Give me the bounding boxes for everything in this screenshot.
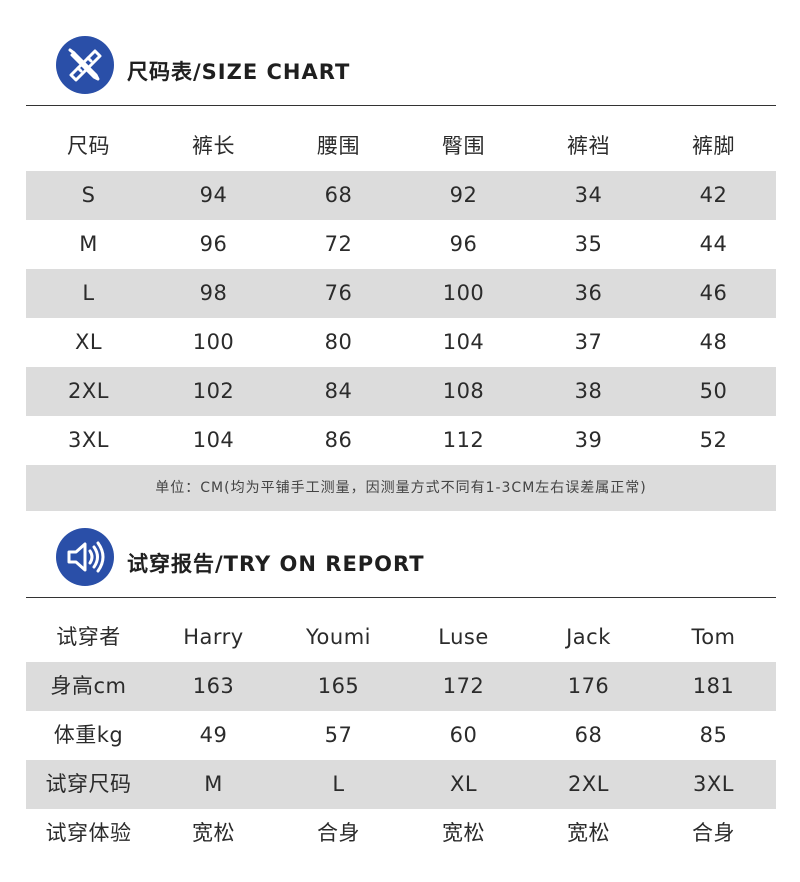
- header-cell: 裤裆: [567, 134, 610, 158]
- header-cell: 臀围: [442, 134, 485, 158]
- table-cell: L: [332, 772, 345, 796]
- size-chart-divider: [26, 105, 776, 106]
- table-cell: 宽松: [442, 821, 485, 845]
- table-cell: 176: [567, 674, 610, 698]
- header-cell: 尺码: [67, 134, 110, 158]
- table-row: 身高cm 163 165 172 176 181: [26, 662, 776, 711]
- measurement-note: 单位：CM(均为平铺手工测量，因测量方式不同有1-3CM左右误差属正常): [155, 480, 647, 496]
- table-cell: 试穿体验: [45, 821, 132, 845]
- size-chart-table: 尺码 裤长 腰围 臀围 裤裆 裤脚 S 94 68 92 34 42 M 96 …: [26, 122, 776, 511]
- table-cell: 100: [442, 281, 485, 305]
- table-cell: 48: [699, 330, 728, 354]
- table-row: XL 100 80 104 37 48: [26, 318, 776, 367]
- table-cell: 34: [574, 183, 603, 207]
- speaker-icon: [56, 528, 114, 586]
- table-row: L 98 76 100 36 46: [26, 269, 776, 318]
- table-cell: 57: [324, 723, 353, 747]
- table-cell: 100: [192, 330, 235, 354]
- table-cell: 86: [324, 428, 353, 452]
- header-cell: 试穿者: [56, 625, 121, 649]
- try-on-divider: [26, 597, 776, 598]
- header-cell: 裤脚: [692, 134, 735, 158]
- table-cell: 102: [192, 379, 235, 403]
- table-row: 3XL 104 86 112 39 52: [26, 416, 776, 465]
- header-cell: 裤长: [192, 134, 235, 158]
- table-cell: 165: [317, 674, 360, 698]
- table-cell: 68: [574, 723, 603, 747]
- table-cell: 96: [449, 232, 478, 256]
- table-cell: 42: [699, 183, 728, 207]
- table-cell: 163: [192, 674, 235, 698]
- table-cell: 76: [324, 281, 353, 305]
- table-row: 体重kg 49 57 60 68 85: [26, 711, 776, 760]
- table-cell: 68: [324, 183, 353, 207]
- table-cell: 36: [574, 281, 603, 305]
- table-cell: 181: [692, 674, 735, 698]
- table-cell: 96: [199, 232, 228, 256]
- try-on-table: 试穿者 Harry Youmi Luse Jack Tom 身高cm 163 1…: [26, 613, 776, 858]
- table-cell: 108: [442, 379, 485, 403]
- table-cell: XL: [449, 772, 478, 796]
- table-cell: 44: [699, 232, 728, 256]
- table-cell: 92: [449, 183, 478, 207]
- table-cell: 体重kg: [53, 723, 124, 747]
- header-cell: Harry: [183, 625, 244, 649]
- table-cell: 60: [449, 723, 478, 747]
- table-cell: 72: [324, 232, 353, 256]
- table-row: 2XL 102 84 108 38 50: [26, 367, 776, 416]
- table-cell: 宽松: [567, 821, 610, 845]
- size-chart-header: 尺码表/SIZE CHART: [0, 30, 800, 100]
- table-cell: 104: [192, 428, 235, 452]
- table-cell: 38: [574, 379, 603, 403]
- table-cell: L: [82, 281, 95, 305]
- table-cell: 172: [442, 674, 485, 698]
- table-cell: 合身: [317, 821, 360, 845]
- header-cell: Youmi: [306, 625, 371, 649]
- table-row: 试穿尺码 M L XL 2XL 3XL: [26, 760, 776, 809]
- table-cell: M: [204, 772, 223, 796]
- pencil-ruler-icon: [56, 36, 114, 94]
- table-cell: 3XL: [693, 772, 734, 796]
- header-cell: Jack: [566, 625, 611, 649]
- table-cell: 50: [699, 379, 728, 403]
- table-row: S 94 68 92 34 42: [26, 171, 776, 220]
- table-cell: 宽松: [192, 821, 235, 845]
- header-cell: Tom: [691, 625, 736, 649]
- measurement-note-row: 单位：CM(均为平铺手工测量，因测量方式不同有1-3CM左右误差属正常): [26, 465, 776, 511]
- table-cell: 104: [442, 330, 485, 354]
- table-cell: 80: [324, 330, 353, 354]
- table-cell: 2XL: [568, 772, 609, 796]
- table-cell: 112: [442, 428, 485, 452]
- table-cell: 98: [199, 281, 228, 305]
- table-cell: 94: [199, 183, 228, 207]
- size-chart-title: 尺码表/SIZE CHART: [127, 60, 351, 84]
- header-cell: Luse: [438, 625, 489, 649]
- table-cell: 3XL: [68, 428, 109, 452]
- table-cell: XL: [74, 330, 103, 354]
- table-header-row: 试穿者 Harry Youmi Luse Jack Tom: [26, 613, 776, 662]
- table-cell: 37: [574, 330, 603, 354]
- table-cell: 合身: [692, 821, 735, 845]
- table-cell: 39: [574, 428, 603, 452]
- table-row: M 96 72 96 35 44: [26, 220, 776, 269]
- table-cell: M: [79, 232, 98, 256]
- table-cell: 2XL: [68, 379, 109, 403]
- table-row: 试穿体验 宽松 合身 宽松 宽松 合身: [26, 809, 776, 858]
- table-cell: 身高cm: [50, 674, 127, 698]
- try-on-title: 试穿报告/TRY ON REPORT: [127, 552, 425, 576]
- table-header-row: 尺码 裤长 腰围 臀围 裤裆 裤脚: [26, 122, 776, 171]
- table-cell: 84: [324, 379, 353, 403]
- table-cell: 46: [699, 281, 728, 305]
- try-on-header: 试穿报告/TRY ON REPORT: [0, 522, 800, 592]
- table-cell: 49: [199, 723, 228, 747]
- table-cell: 52: [699, 428, 728, 452]
- table-cell: S: [81, 183, 96, 207]
- table-cell: 35: [574, 232, 603, 256]
- table-cell: 试穿尺码: [45, 772, 132, 796]
- header-cell: 腰围: [317, 134, 360, 158]
- table-cell: 85: [699, 723, 728, 747]
